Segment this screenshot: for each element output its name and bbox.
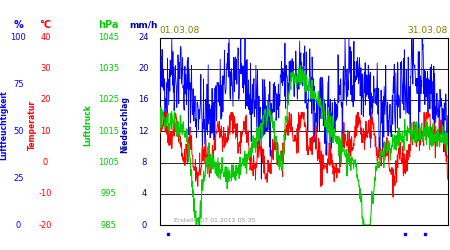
Text: 20: 20	[139, 64, 149, 73]
Text: mm/h: mm/h	[130, 20, 158, 30]
Text: 0: 0	[141, 220, 146, 230]
Text: 16: 16	[139, 96, 149, 104]
Text: 31.03.08: 31.03.08	[408, 26, 448, 35]
Text: 1005: 1005	[98, 158, 119, 167]
Text: 1035: 1035	[98, 64, 119, 73]
Text: Temperatur: Temperatur	[27, 100, 36, 150]
Text: 50: 50	[13, 127, 23, 136]
Text: -20: -20	[39, 220, 52, 230]
Text: 100: 100	[10, 33, 26, 42]
Text: hPa: hPa	[99, 20, 119, 30]
Text: 1025: 1025	[98, 96, 119, 104]
Text: 01.03.08: 01.03.08	[160, 26, 200, 35]
Text: 25: 25	[13, 174, 23, 182]
Text: 1045: 1045	[98, 33, 119, 42]
Text: -10: -10	[39, 189, 52, 198]
Text: 1015: 1015	[98, 127, 119, 136]
Text: 995: 995	[101, 189, 117, 198]
Text: 985: 985	[101, 220, 117, 230]
Text: 75: 75	[13, 80, 24, 89]
Text: Niederschlag: Niederschlag	[120, 96, 129, 154]
Text: 24: 24	[139, 33, 149, 42]
Text: Luftdruck: Luftdruck	[83, 104, 92, 146]
Text: Luftfeuchtigkeit: Luftfeuchtigkeit	[0, 90, 9, 160]
Text: 8: 8	[141, 158, 146, 167]
Text: 12: 12	[139, 127, 149, 136]
Text: 20: 20	[40, 96, 51, 104]
Text: 0: 0	[43, 158, 48, 167]
Text: 30: 30	[40, 64, 51, 73]
Text: °C: °C	[40, 20, 52, 30]
Text: %: %	[14, 20, 23, 30]
Text: 40: 40	[40, 33, 51, 42]
Text: 10: 10	[40, 127, 51, 136]
Text: 0: 0	[16, 220, 21, 230]
Text: 4: 4	[141, 189, 146, 198]
Text: Erstellt: 07.01.2012 05:35: Erstellt: 07.01.2012 05:35	[174, 218, 256, 223]
